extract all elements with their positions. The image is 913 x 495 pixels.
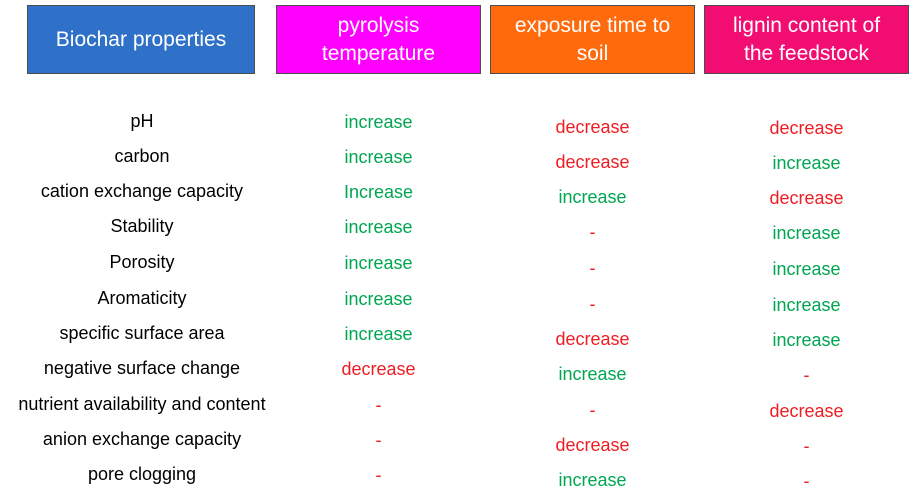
- property-label: negative surface change: [43, 358, 241, 378]
- effect-lignin: -: [803, 436, 810, 456]
- effect-pyrolysis: -: [375, 430, 382, 450]
- property-label: pH: [130, 111, 154, 131]
- effect-exposure: increase: [558, 187, 627, 207]
- effect-pyrolysis: increase: [344, 217, 413, 237]
- effect-lignin: decrease: [769, 401, 844, 421]
- effect-lignin: increase: [772, 153, 841, 173]
- header-pyrolysis-temperature: pyrolysis temperature: [276, 5, 481, 74]
- property-label: Stability: [110, 216, 174, 236]
- effect-pyrolysis: increase: [344, 112, 413, 132]
- effect-pyrolysis: increase: [344, 289, 413, 309]
- effect-lignin: -: [803, 471, 810, 491]
- property-label: pore clogging: [87, 464, 197, 484]
- effect-lignin: increase: [772, 223, 841, 243]
- effect-pyrolysis: -: [375, 465, 382, 485]
- property-label: nutrient availability and content: [18, 394, 266, 414]
- effect-exposure: -: [589, 222, 596, 242]
- effect-lignin: increase: [772, 295, 841, 315]
- property-label: specific surface area: [59, 323, 225, 343]
- effect-pyrolysis: -: [375, 395, 382, 415]
- effect-pyrolysis: increase: [344, 147, 413, 167]
- header-lignin-content: lignin content of the feedstock: [704, 5, 909, 74]
- effect-lignin: decrease: [769, 118, 844, 138]
- effect-pyrolysis: decrease: [341, 359, 416, 379]
- effect-lignin: decrease: [769, 188, 844, 208]
- effect-exposure: -: [589, 400, 596, 420]
- effect-lignin: -: [803, 365, 810, 385]
- effect-exposure: decrease: [555, 117, 630, 137]
- effect-exposure: decrease: [555, 435, 630, 455]
- header-biochar-properties: Biochar properties: [27, 5, 255, 74]
- property-label: carbon: [114, 146, 170, 166]
- property-label: cation exchange capacity: [40, 181, 244, 201]
- effect-lignin: increase: [772, 259, 841, 279]
- effect-exposure: decrease: [555, 329, 630, 349]
- effect-exposure: increase: [558, 470, 627, 490]
- header-exposure-time: exposure time to soil: [490, 5, 695, 74]
- effect-exposure: decrease: [555, 152, 630, 172]
- effect-pyrolysis: increase: [344, 253, 413, 273]
- property-label: anion exchange capacity: [42, 429, 242, 449]
- effect-lignin: increase: [772, 330, 841, 350]
- effect-exposure: -: [589, 294, 596, 314]
- effect-pyrolysis: Increase: [343, 182, 414, 202]
- effect-exposure: increase: [558, 364, 627, 384]
- effect-pyrolysis: increase: [344, 324, 413, 344]
- effect-exposure: -: [589, 258, 596, 278]
- property-label: Aromaticity: [97, 288, 187, 308]
- property-label: Porosity: [109, 252, 175, 272]
